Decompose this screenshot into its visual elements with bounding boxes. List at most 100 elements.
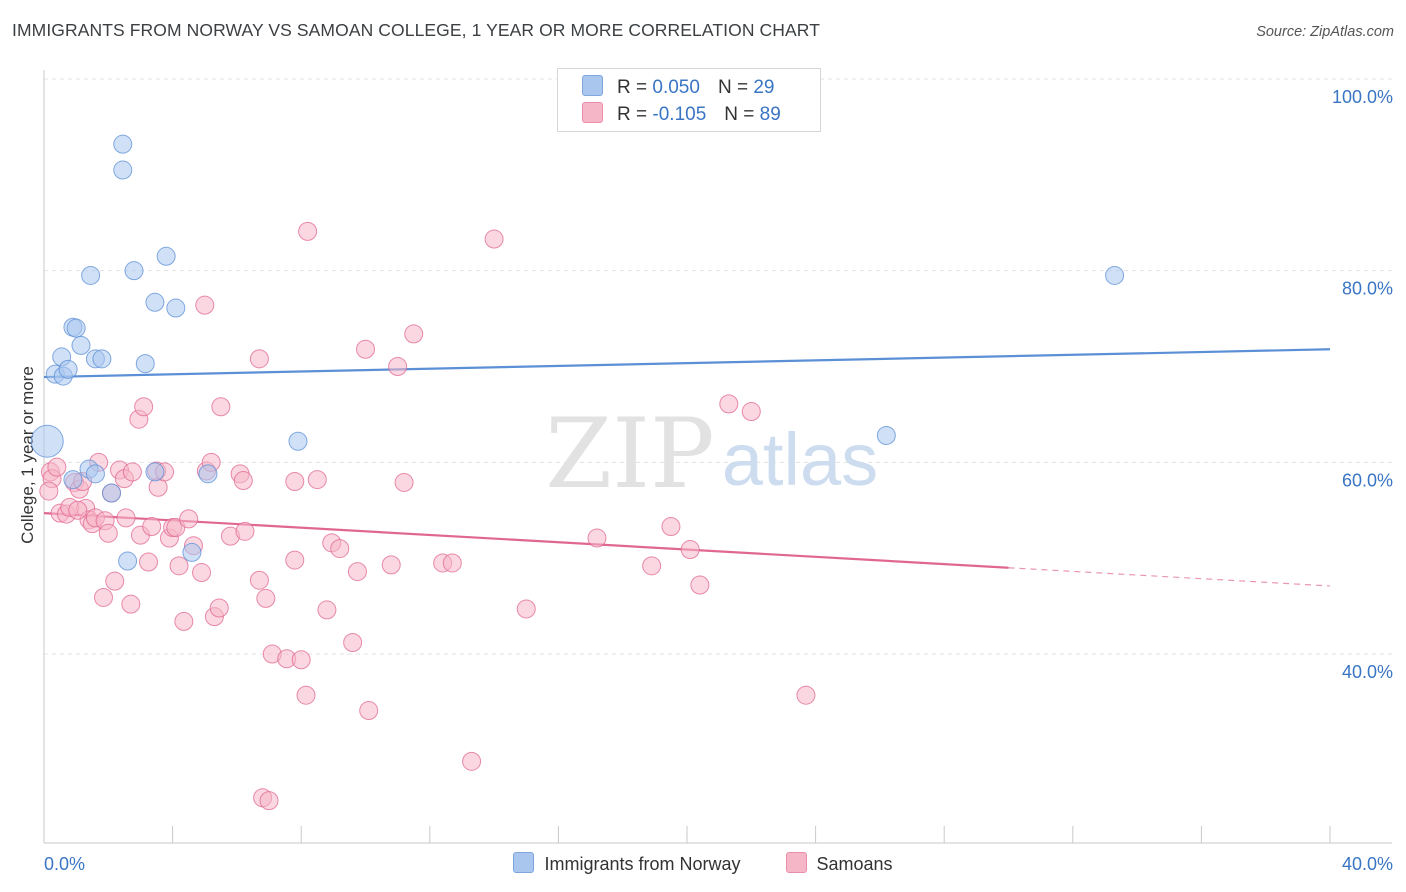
point-norway xyxy=(288,431,308,451)
point-samoans xyxy=(285,550,305,570)
point-samoans xyxy=(259,791,279,811)
point-samoans xyxy=(116,508,136,528)
point-norway xyxy=(118,551,138,571)
point-samoans xyxy=(394,472,414,492)
watermark-atlas: atlas xyxy=(722,418,878,501)
point-norway xyxy=(58,359,78,379)
point-samoans xyxy=(122,462,142,482)
gridlines xyxy=(44,78,1392,655)
point-samoans xyxy=(105,571,125,591)
legend-r-label: R = xyxy=(617,77,648,98)
point-norway xyxy=(1105,265,1125,285)
point-samoans xyxy=(209,598,229,618)
point-samoans xyxy=(484,229,504,249)
point-norway xyxy=(113,134,133,154)
point-norway xyxy=(182,542,202,562)
point-norway xyxy=(71,335,91,355)
legend-label-norway: Immigrants from Norway xyxy=(544,854,741,874)
point-samoans xyxy=(249,349,269,369)
trend-line-dashed-1 xyxy=(1008,567,1331,587)
watermark: ZIP atlas xyxy=(545,398,878,510)
point-samoans xyxy=(796,685,816,705)
legend-item-norway: Immigrants from Norway xyxy=(513,852,740,875)
point-samoans xyxy=(642,556,662,576)
point-samoans xyxy=(330,539,350,559)
point-samoans xyxy=(138,552,158,572)
legend-swatch-norway xyxy=(513,852,535,873)
point-norway xyxy=(156,246,176,266)
point-norway xyxy=(876,426,896,445)
point-samoans xyxy=(249,570,269,590)
series-legend: Immigrants from Norway Samoans xyxy=(0,852,1406,875)
chart-title: IMMIGRANTS FROM NORWAY VS SAMOAN COLLEGE… xyxy=(12,20,820,40)
trend-line-0 xyxy=(43,348,1331,379)
point-samoans xyxy=(192,563,212,583)
point-samoans xyxy=(68,500,88,520)
point-norway xyxy=(145,292,165,312)
point-samoans xyxy=(256,588,276,608)
point-norway xyxy=(92,349,112,369)
y-tick-label: 40.0% xyxy=(1342,662,1393,682)
point-samoans xyxy=(179,509,199,529)
point-samoans xyxy=(291,650,311,670)
point-norway xyxy=(145,462,165,482)
point-samoans xyxy=(195,295,215,315)
point-norway xyxy=(166,298,186,318)
trend-line-1 xyxy=(43,512,1009,569)
legend-n-value-samoans: 89 xyxy=(759,104,781,125)
point-samoans xyxy=(298,221,318,241)
point-samoans xyxy=(404,324,424,344)
point-norway xyxy=(63,470,83,490)
legend-row-samoans: R = -0.105 N = 89 xyxy=(582,102,781,126)
point-norway xyxy=(102,483,122,503)
point-samoans xyxy=(690,575,710,595)
point-samoans xyxy=(359,701,379,721)
point-samoans xyxy=(296,685,316,705)
point-norway xyxy=(135,354,155,374)
axes xyxy=(43,70,1392,844)
point-samoans xyxy=(343,633,363,652)
legend-r-value-samoans: -0.105 xyxy=(652,104,707,125)
x-tick-label: 0.0% xyxy=(44,854,85,874)
point-samoans xyxy=(356,339,375,359)
y-tick-label: 100.0% xyxy=(1332,87,1393,107)
point-samoans xyxy=(211,397,231,417)
legend-label-samoans: Samoans xyxy=(816,854,893,874)
point-samoans xyxy=(134,397,154,417)
point-samoans xyxy=(347,562,367,582)
point-samoans xyxy=(661,517,681,537)
point-samoans xyxy=(587,528,607,548)
legend-r-value-norway: 0.050 xyxy=(652,77,700,98)
legend-swatch-samoans xyxy=(582,102,603,123)
legend-n-label: N = xyxy=(724,104,755,125)
point-samoans xyxy=(285,472,305,491)
point-samoans xyxy=(317,600,337,620)
point-samoans xyxy=(462,751,482,771)
point-samoans xyxy=(307,470,327,490)
point-samoans xyxy=(442,553,462,573)
point-norway xyxy=(85,464,105,484)
legend-n-value-norway: 29 xyxy=(753,77,775,98)
trend-lines xyxy=(43,348,1331,587)
point-norway xyxy=(66,318,86,338)
x-tick-label: 40.0% xyxy=(1342,854,1393,874)
point-samoans xyxy=(235,521,255,541)
point-samoans xyxy=(121,594,141,614)
watermark-zip: ZIP xyxy=(545,398,714,510)
point-norway xyxy=(124,261,144,281)
point-samoans xyxy=(741,402,761,422)
point-samoans xyxy=(47,457,67,477)
point-samoans xyxy=(169,556,189,576)
legend-swatch-samoans xyxy=(785,852,807,873)
y-tick-label: 80.0% xyxy=(1342,279,1393,299)
tick-labels: 40.0% 60.0% 80.0% 100.0% 0.0% 40.0% xyxy=(44,87,1393,874)
point-norway xyxy=(30,424,64,458)
data-points xyxy=(30,134,1125,811)
y-tick-label: 60.0% xyxy=(1342,470,1393,490)
point-samoans xyxy=(388,357,408,376)
point-samoans xyxy=(39,481,59,501)
source-label: Source: ZipAtlas.com xyxy=(1256,24,1394,40)
point-samoans xyxy=(98,523,118,543)
stats-legend: R = 0.050 N = 29 R = -0.105 N = 89 xyxy=(557,68,821,132)
